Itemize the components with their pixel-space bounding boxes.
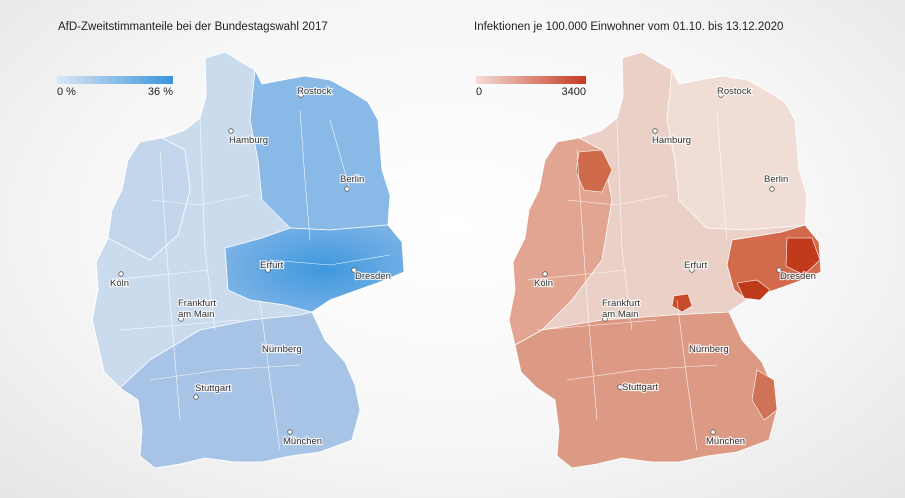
color-legend: 0 3400	[476, 76, 586, 98]
city-koeln: Köln	[533, 271, 554, 290]
city-label-erfurt: Erfurt	[260, 260, 284, 271]
city-label-rostock: Rostock	[717, 86, 752, 97]
legend-max-label: 3400	[561, 86, 586, 98]
city-label-stuttgart: Stuttgart	[622, 382, 658, 393]
region-west	[107, 137, 191, 261]
city-frankfurt: Frankfurt am Main	[177, 297, 217, 322]
city-label-frankfurt: Frankfurt am Main	[602, 298, 640, 320]
map-title: AfD-Zweitstimmanteile bei der Bundestags…	[58, 21, 328, 33]
city-label-stuttgart: Stuttgart	[195, 383, 231, 394]
city-erfurt: Erfurt	[259, 259, 285, 273]
city-hamburg: Hamburg	[228, 128, 269, 147]
city-markers: Rostock Hamburg Berlin Erfurt Dresden Kö…	[109, 85, 392, 448]
district-borders	[526, 109, 728, 451]
region-east-north	[249, 68, 391, 231]
city-rostock: Rostock	[716, 85, 753, 98]
city-erfurt: Erfurt	[683, 259, 709, 273]
legend-min-label: 0 %	[57, 86, 76, 98]
city-label-erfurt: Erfurt	[684, 260, 708, 271]
legend-gradient-bar	[57, 76, 173, 84]
city-berlin: Berlin	[339, 173, 365, 192]
city-stuttgart: Stuttgart	[193, 382, 232, 400]
city-rostock: Rostock	[296, 85, 333, 98]
city-dresden: Dresden	[776, 267, 817, 283]
city-label-berlin: Berlin	[764, 174, 788, 185]
city-label-muenchen: München	[706, 436, 745, 447]
city-berlin: Berlin	[763, 173, 789, 192]
city-label-frankfurt: Frankfurt am Main	[178, 298, 216, 320]
infections-germany-map: Rostock Hamburg Berlin Erfurt Dresden Kö…	[508, 51, 822, 469]
city-label-koeln: Köln	[110, 278, 129, 289]
city-label-hamburg: Hamburg	[229, 135, 268, 146]
region-east-south	[224, 224, 405, 313]
afd-map-panel: Rostock Hamburg Berlin Erfurt Dresden Kö…	[0, 0, 452, 498]
city-frankfurt: Frankfurt am Main	[601, 297, 641, 322]
city-muenchen: München	[705, 429, 746, 448]
map-title: Infektionen je 100.000 Einwohner vom 01.…	[474, 21, 784, 33]
color-legend: 0 % 36 %	[57, 76, 173, 98]
infections-map-panel: Rostock Hamburg Berlin Erfurt Dresden Kö…	[452, 0, 905, 498]
city-label-koeln: Köln	[534, 278, 553, 289]
city-koeln: Köln	[109, 271, 130, 290]
city-nuernberg: Nürnberg	[261, 343, 303, 356]
hotspot-bavaria	[751, 369, 778, 421]
city-nuernberg: Nürnberg	[688, 343, 730, 356]
city-markers: Rostock Hamburg Berlin Erfurt Dresden Kö…	[533, 85, 817, 448]
city-label-rostock: Rostock	[297, 86, 332, 97]
city-label-berlin: Berlin	[340, 174, 364, 185]
city-label-hamburg: Hamburg	[652, 135, 691, 146]
hotspot-erzgebirge	[736, 279, 771, 301]
city-label-muenchen: München	[283, 436, 322, 447]
hotspot-thuringia	[671, 293, 693, 313]
city-dresden: Dresden	[351, 267, 392, 283]
city-muenchen: München	[282, 429, 323, 448]
hotspot-nw	[575, 149, 613, 193]
afd-germany-map: Rostock Hamburg Berlin Erfurt Dresden Kö…	[91, 51, 405, 469]
district-borders	[109, 109, 391, 451]
city-label-nuernberg: Nürnberg	[689, 344, 729, 355]
city-label-dresden: Dresden	[355, 271, 391, 282]
city-hamburg: Hamburg	[651, 128, 692, 147]
hotspot-saxony-dark	[785, 237, 821, 276]
legend-gradient-bar	[476, 76, 586, 84]
legend-min-label: 0	[476, 86, 483, 98]
city-label-nuernberg: Nürnberg	[262, 344, 302, 355]
legend-max-label: 36 %	[147, 86, 173, 98]
region-south	[119, 311, 361, 469]
city-stuttgart: Stuttgart	[617, 381, 659, 394]
city-label-dresden: Dresden	[780, 271, 816, 282]
